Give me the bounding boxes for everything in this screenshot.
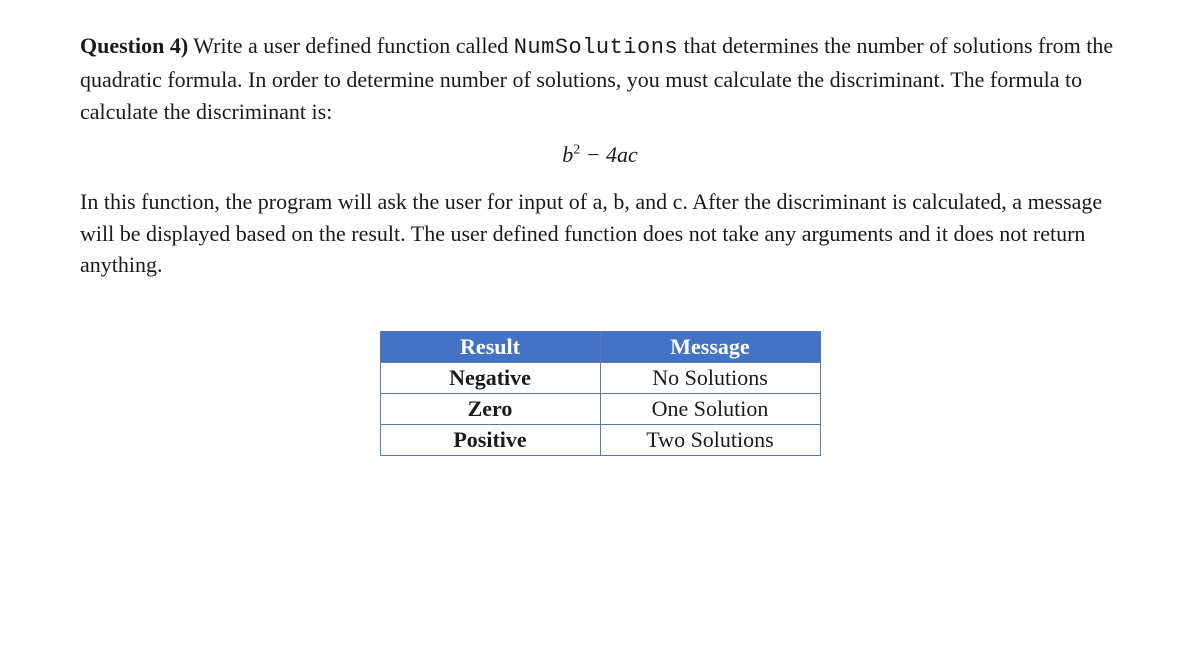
col-header-result: Result xyxy=(380,332,600,363)
cell-message: Two Solutions xyxy=(600,425,820,456)
cell-message: One Solution xyxy=(600,394,820,425)
function-name-code: NumSolutions xyxy=(514,35,678,60)
table-header-row: Result Message xyxy=(380,332,820,363)
question-label: Question 4) xyxy=(80,33,188,58)
question-text-before: Write a user defined function called xyxy=(188,33,514,58)
table-row: Zero One Solution xyxy=(380,394,820,425)
document-page: Question 4) Write a user defined functio… xyxy=(0,0,1200,669)
cell-result: Positive xyxy=(380,425,600,456)
discriminant-formula: b2 − 4ac xyxy=(80,142,1120,168)
description-paragraph: In this function, the program will ask t… xyxy=(80,186,1120,282)
formula-base: b xyxy=(562,142,573,167)
table-row: Negative No Solutions xyxy=(380,363,820,394)
col-header-message: Message xyxy=(600,332,820,363)
cell-result: Negative xyxy=(380,363,600,394)
table-container: Result Message Negative No Solutions Zer… xyxy=(80,331,1120,456)
cell-result: Zero xyxy=(380,394,600,425)
question-paragraph: Question 4) Write a user defined functio… xyxy=(80,30,1120,128)
table-row: Positive Two Solutions xyxy=(380,425,820,456)
cell-message: No Solutions xyxy=(600,363,820,394)
result-message-table: Result Message Negative No Solutions Zer… xyxy=(380,331,821,456)
formula-rest: − 4ac xyxy=(580,142,638,167)
